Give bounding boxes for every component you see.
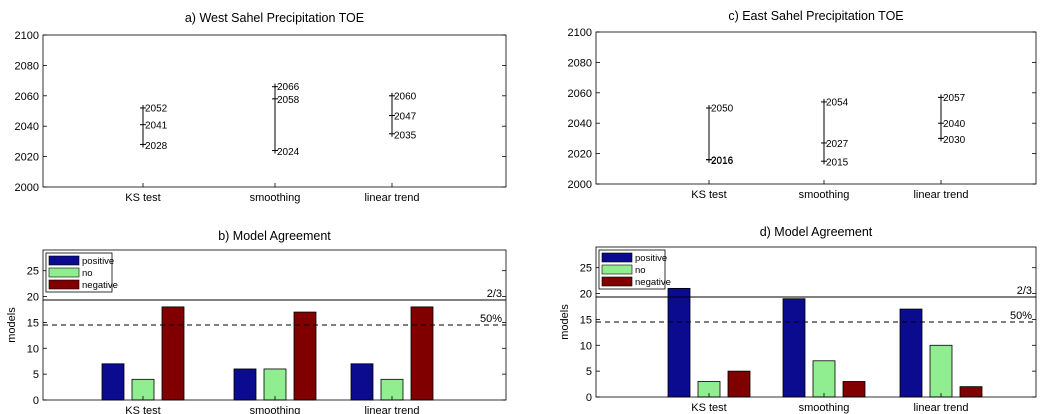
reference-line-label: 50% [1010,310,1032,322]
panel-c-east-sahel-toe: 2000 2020 2040 2060 2080 2100 KS test smoothing… [568,9,1037,201]
y-tick-label: 5 [33,369,39,381]
y-tick-label: 2060 [568,88,592,100]
y-tick-label: 2080 [568,57,592,69]
x-tick-label: KS test [125,192,160,204]
legend-swatch-negative [601,276,633,287]
reference-line-label: 2/3 [487,288,502,300]
y-tick-label: 10 [27,343,39,355]
toe-high-label: 2054 [826,97,849,108]
toe-high-label: 2057 [943,93,966,104]
reference-line-label: 2/3 [1017,285,1032,297]
x-tick-label: linear trend [364,192,419,204]
bar-negative [410,306,434,401]
panel-b-model-agreement: 2/3 50% 0 5 10 15 20 25 KS test smoothing linear t… [6,229,507,414]
y-tick-label: 25 [27,266,39,278]
y-tick-label: 2000 [15,182,39,194]
y-tick-label: 2040 [15,121,39,133]
toe-low-label: 2030 [943,135,966,146]
x-tick-label: linear trend [913,402,968,414]
bar-no [263,368,287,401]
toe-high-label: 2050 [711,104,734,115]
y-tick-label: 20 [580,289,592,301]
legend-swatch-no [48,267,80,278]
bar-positive [350,363,374,401]
x-tick-label: smoothing [799,189,850,201]
y-tick-label: 2020 [15,152,39,164]
y-tick-label: 2100 [15,30,39,42]
bar-negative [959,386,983,398]
y-tick-label: 2080 [15,60,39,72]
y-tick-label: 15 [27,317,39,329]
y-tick-label: 0 [586,392,592,404]
y-tick-label: 25 [580,263,592,275]
reference-line-label: 50% [480,313,502,325]
plot-frame [595,31,1037,185]
x-tick-label: linear trend [364,405,419,414]
panel-title: a) West Sahel Precipitation TOE [185,11,364,25]
toe-low-label: 2024 [277,147,300,158]
panel-title: b) Model Agreement [218,229,331,243]
legend-label-negative: negative [635,277,671,288]
x-tick-label: KS test [125,405,160,414]
y-axis-label: models [6,307,18,343]
bar-positive [667,287,691,398]
x-tick-label: smoothing [250,405,301,414]
toe-low-label: 2035 [394,130,417,141]
y-axis-label: models [559,304,571,340]
legend-swatch-negative [48,279,80,290]
y-tick-label: 2000 [568,179,592,191]
legend-label-negative: negative [82,280,118,291]
toe-low-label: 2028 [145,141,168,152]
toe-low-label: 2015 [826,158,849,169]
panel-a-west-sahel-toe: 2000 2020 2040 2060 2080 2100 KS test smoothing… [15,11,507,204]
bar-negative [161,306,185,401]
panel-d-model-agreement: 2/3 50% 0 5 10 15 20 25 KS test smoothing linear t… [559,225,1037,414]
y-tick-label: 2100 [568,27,592,39]
y-tick-label: 2040 [568,118,592,130]
bar-no [929,344,953,398]
y-tick-label: 2020 [568,149,592,161]
x-tick-label: KS test [691,189,726,201]
plot-frame [42,34,507,188]
bar-positive [233,368,257,401]
toe-high-label: 2066 [277,82,300,93]
legend-label-positive: positive [82,256,114,267]
toe-high-label: 2060 [394,91,417,102]
x-tick-label: linear trend [913,189,968,201]
toe-mid-label: 2040 [943,119,966,130]
legend-label-no: no [635,265,646,276]
panel-title: d) Model Agreement [760,225,873,239]
legend-swatch-positive [48,255,80,266]
bar-positive [782,298,806,398]
bar-positive [101,363,125,401]
toe-mid-label: 2047 [394,112,417,123]
bar-no [812,360,836,398]
legend-swatch-no [601,264,633,275]
bar-negative [842,381,866,398]
legend-label-positive: positive [635,253,667,264]
y-tick-label: 0 [33,395,39,407]
legend-label-no: no [82,268,93,279]
y-tick-label: 2060 [15,91,39,103]
toe-low-label: 2016 [711,156,734,167]
x-tick-label: smoothing [250,192,301,204]
y-tick-label: 15 [580,314,592,326]
x-tick-label: KS test [691,402,726,414]
legend-swatch-positive [601,252,633,263]
y-tick-label: 20 [27,292,39,304]
plot-frame [42,249,507,401]
bar-negative [727,370,751,398]
plot-frame [595,246,1037,398]
toe-mid-label: 2058 [277,95,300,106]
toe-mid-label: 2016 [711,156,734,167]
toe-mid-label: 2041 [145,121,168,132]
panel-title: c) East Sahel Precipitation TOE [728,9,903,23]
toe-high-label: 2052 [145,103,168,114]
x-tick-label: smoothing [799,402,850,414]
y-tick-label: 10 [580,340,592,352]
y-tick-label: 5 [586,366,592,378]
toe-mid-label: 2027 [826,139,849,150]
